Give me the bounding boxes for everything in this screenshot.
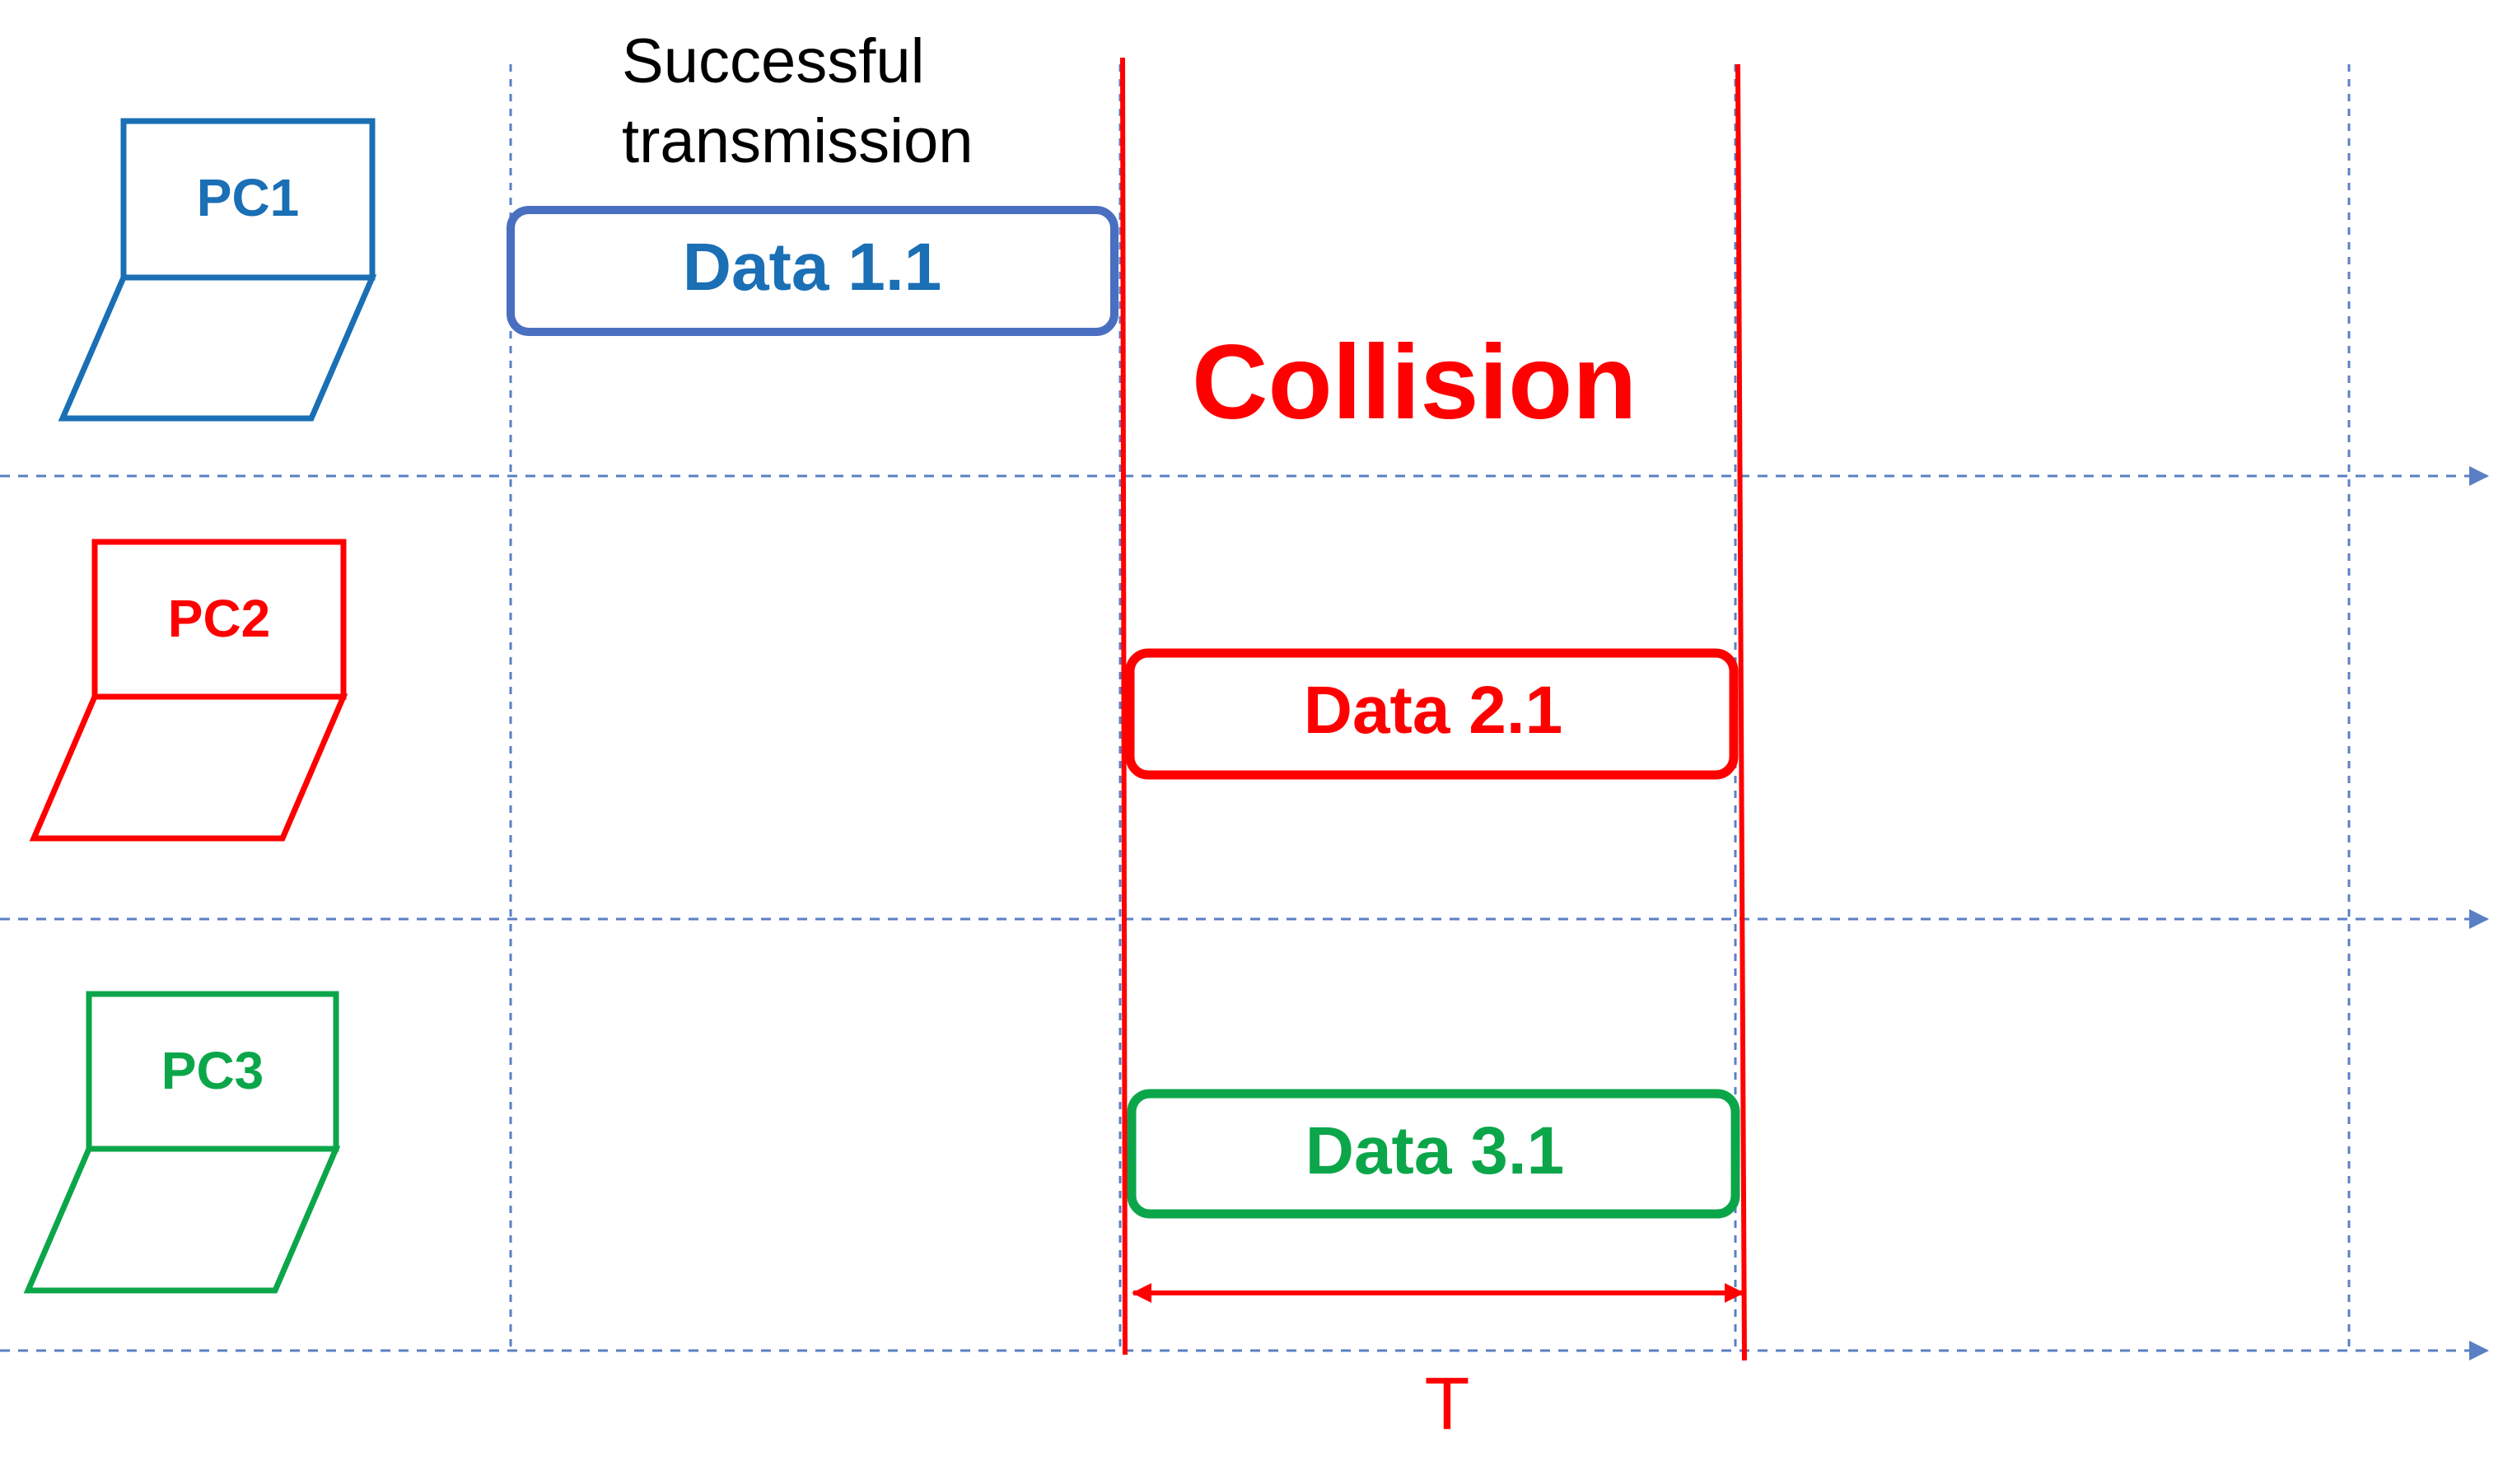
- success-label-line2: transmission: [622, 106, 974, 176]
- period-label: T: [1425, 1363, 1470, 1445]
- collision-label: Collision: [1192, 324, 1637, 441]
- pc1-label: PC1: [197, 168, 300, 227]
- frame-data-2-1-label: Data 2.1: [1304, 673, 1563, 748]
- collision-end-line: [1735, 63, 1747, 1361]
- axis-arrowhead-pc3: [2469, 1341, 2489, 1360]
- success-label-line1: Successful: [622, 26, 925, 96]
- frame-data-1-1: Data 1.1: [507, 206, 1118, 336]
- pc2-laptop-icon: PC2: [29, 539, 348, 842]
- pc3-label: PC3: [161, 1041, 264, 1100]
- pc2-label: PC2: [168, 589, 271, 648]
- axis-arrowhead-pc1: [2469, 466, 2489, 486]
- frame-data-3-1: Data 3.1: [1127, 1089, 1740, 1219]
- axis-arrowhead-pc2: [2469, 909, 2489, 929]
- pc1-laptop-icon: PC1: [58, 118, 377, 422]
- frame-data-1-1-label: Data 1.1: [683, 230, 942, 305]
- pc3-laptop-icon: PC3: [23, 991, 341, 1294]
- collision-start-line: [1120, 57, 1128, 1356]
- frame-data-3-1-label: Data 3.1: [1305, 1113, 1565, 1188]
- frame-data-2-1: Data 2.1: [1125, 648, 1739, 780]
